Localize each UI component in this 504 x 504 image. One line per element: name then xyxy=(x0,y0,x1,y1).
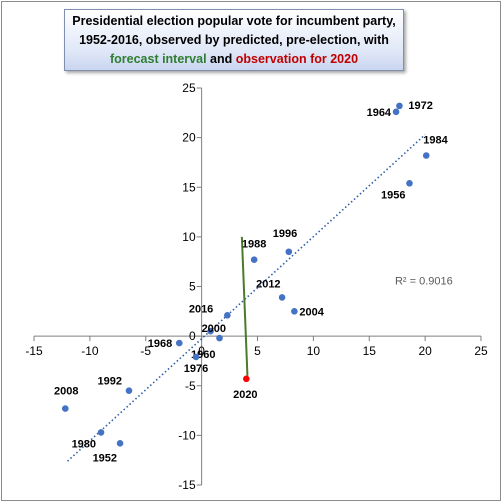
y-tick-label: -10 xyxy=(178,428,196,442)
x-tick-label: 25 xyxy=(474,344,488,358)
point-label-1992: 1992 xyxy=(98,376,122,388)
data-point-1972 xyxy=(396,102,403,110)
data-point-1984 xyxy=(422,152,430,159)
data-point-1996 xyxy=(285,248,293,256)
point-label-1964: 1964 xyxy=(367,107,392,119)
forecast-interval-line xyxy=(240,236,249,376)
point-label-1984: 1984 xyxy=(423,134,448,146)
title-line-3: forecast interval and observation for 20… xyxy=(65,50,403,69)
r-squared-label: R² = 0.9016 xyxy=(395,276,453,288)
x-tick-label: 0 xyxy=(198,344,205,358)
chart-title: Presidential election popular vote for i… xyxy=(64,9,404,71)
data-point-2016 xyxy=(224,311,231,319)
title-and: and xyxy=(210,52,233,66)
point-label-2012: 2012 xyxy=(256,278,280,290)
data-point-1960 xyxy=(216,334,223,342)
point-label-1972: 1972 xyxy=(408,100,432,112)
data-point-2008 xyxy=(61,405,69,412)
point-label-1996: 1996 xyxy=(273,228,297,240)
data-point-1964 xyxy=(392,108,400,116)
y-tick-label: 15 xyxy=(182,180,196,194)
y-tick-label: 0 xyxy=(189,329,196,343)
title-forecast-interval: forecast interval xyxy=(109,52,207,66)
data-point-1956 xyxy=(406,179,413,187)
y-tick-label: 25 xyxy=(182,81,196,95)
y-tick-label: -15 xyxy=(178,478,196,492)
data-point-1976 xyxy=(192,353,200,361)
point-label-1968: 1968 xyxy=(148,338,172,350)
title-line-1: Presidential election popular vote for i… xyxy=(72,14,396,28)
point-label-2016: 2016 xyxy=(189,303,213,315)
axes: -15 -10 -5 0 5 10 15 20 25 -15 -10 -5 0 5 10 15 20 25 xyxy=(25,81,488,492)
point-label-2020: 2020 xyxy=(233,389,257,401)
data-point-2004 xyxy=(291,308,298,315)
point-label-1988: 1988 xyxy=(242,239,266,251)
x-tick-label: -10 xyxy=(81,344,99,358)
y-tick-label: 10 xyxy=(182,230,196,244)
data-point-2000 xyxy=(207,327,214,335)
y-tick-label: 20 xyxy=(182,131,196,145)
point-label-2000: 2000 xyxy=(202,323,226,335)
chart-marks: 1952195619601964196819721976198019841988… xyxy=(54,100,453,464)
point-label-1980: 1980 xyxy=(72,438,96,450)
title-observation: observation for 2020 xyxy=(235,52,359,66)
data-point-2012 xyxy=(278,294,286,301)
x-tick-label: 20 xyxy=(418,344,432,358)
x-tick-label: 15 xyxy=(363,344,377,358)
y-tick-label: -5 xyxy=(185,379,196,393)
point-label-2004: 2004 xyxy=(299,306,324,318)
data-point-1988 xyxy=(250,256,258,264)
point-label-1956: 1956 xyxy=(381,189,405,201)
data-point-1980 xyxy=(97,429,105,436)
title-line-2: 1952-2016, observed by predicted, pre-el… xyxy=(79,33,389,47)
trendline xyxy=(66,134,426,462)
data-point-1968 xyxy=(175,339,183,347)
x-tick-label: 10 xyxy=(307,344,321,358)
y-tick-label: 5 xyxy=(189,280,196,294)
x-tick-label: 5 xyxy=(254,344,261,358)
point-label-1976: 1976 xyxy=(184,363,208,375)
point-label-1952: 1952 xyxy=(93,452,117,464)
data-point-1992 xyxy=(125,387,133,395)
x-tick-label: -15 xyxy=(25,344,43,358)
point-label-2008: 2008 xyxy=(54,386,78,398)
x-tick-label: -5 xyxy=(140,344,151,358)
data-point-2020 xyxy=(243,375,250,383)
data-point-1952 xyxy=(116,440,124,447)
